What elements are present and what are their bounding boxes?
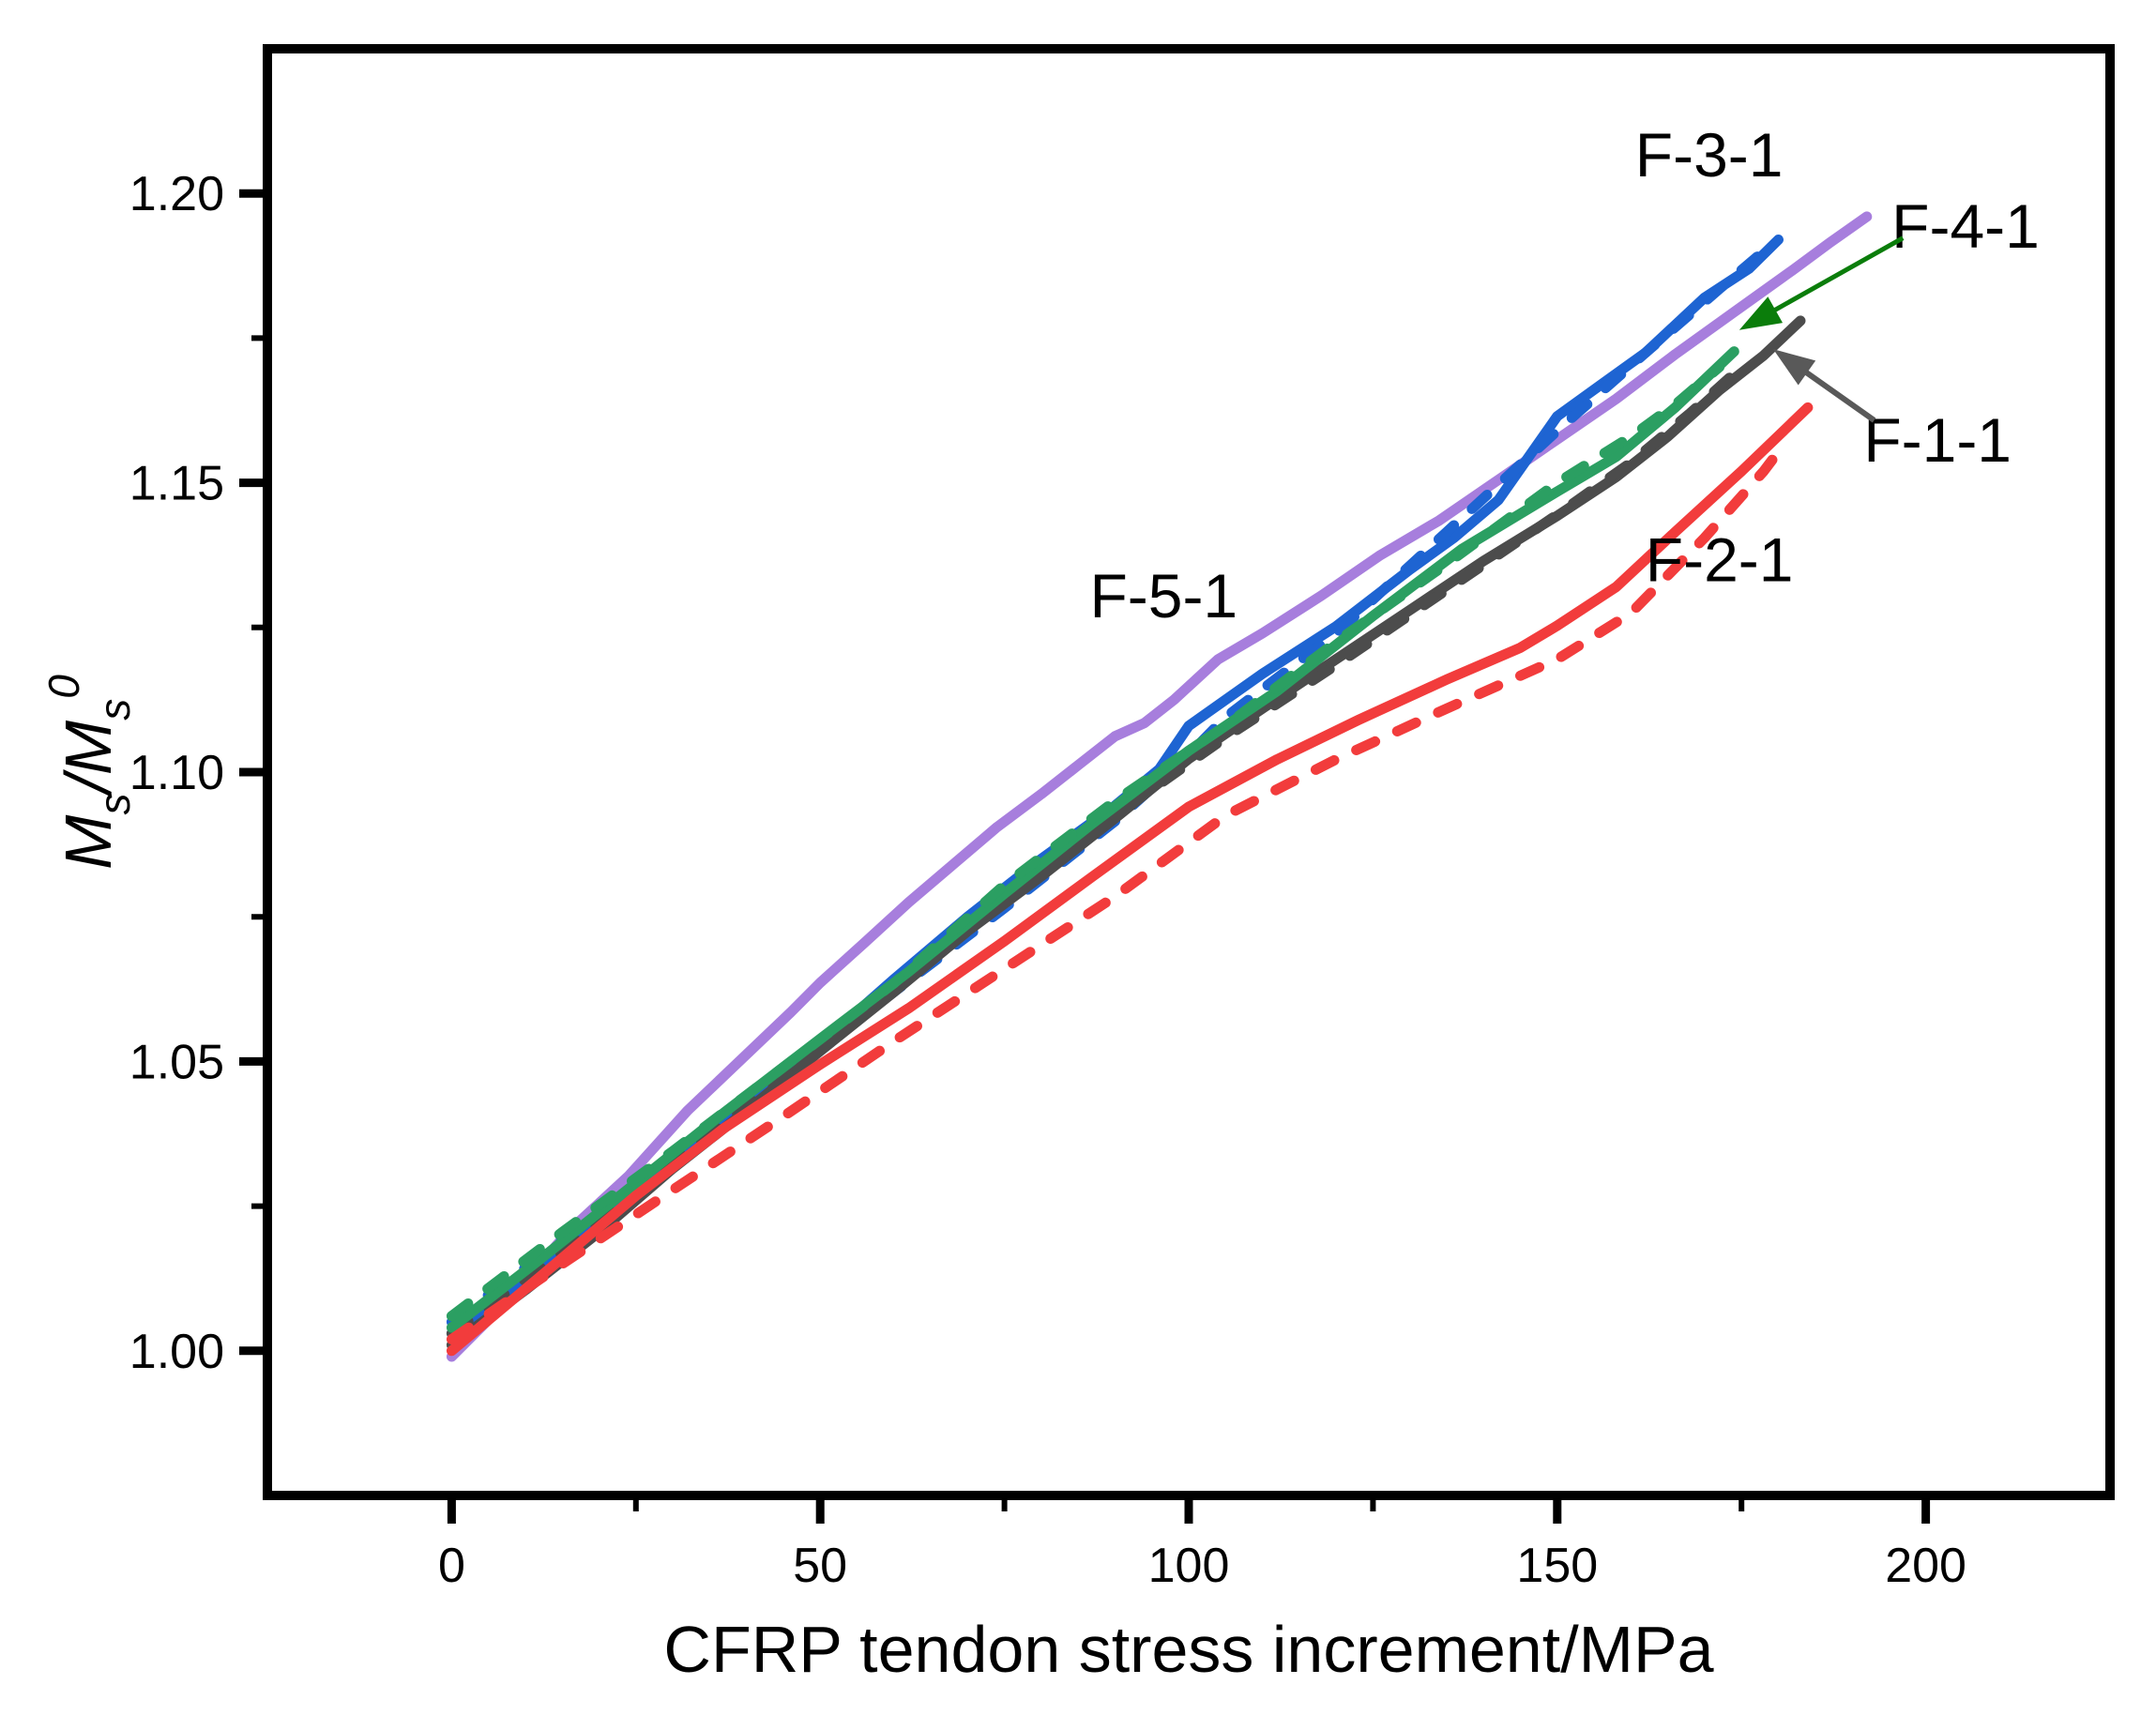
y-axis-tick-label: 1.15 xyxy=(129,457,224,511)
annotation-arrow-line-F-1-1 xyxy=(1800,367,1876,423)
annotation-arrow-line-F-4-1 xyxy=(1769,235,1905,315)
x-axis-tick-label: 0 xyxy=(438,1539,465,1593)
x-axis-tick-label: 200 xyxy=(1885,1539,1966,1593)
curve-label-F-3-1: F-3-1 xyxy=(1635,120,1784,190)
x-axis-tick-label: 150 xyxy=(1516,1539,1598,1593)
y-axis-title-part: s xyxy=(90,699,139,721)
series-line-F-1-1-calculated xyxy=(446,361,1747,1339)
y-axis-title-part: s xyxy=(90,794,139,815)
series-line-F-2-1-calculated xyxy=(446,436,1791,1344)
y-axis-tick-label: 1.20 xyxy=(129,167,224,221)
y-axis-title-part: 0 xyxy=(39,675,88,699)
y-axis-tick-label: 1.05 xyxy=(129,1035,224,1089)
x-axis-tick-label: 50 xyxy=(793,1539,847,1593)
axis-titles-group: CFRP tendon stress increment/MPa Ms/Ms0 xyxy=(39,675,1714,1686)
y-axis-title-part: M xyxy=(52,720,125,775)
annotation-arrowhead-F-1-1 xyxy=(1772,349,1816,386)
annotations-group: F-3-1 F-4-1 F-1-1 F-2-1 F-5-1 xyxy=(1089,120,2039,630)
tick-labels-group: 0 50 100 150 200 1.00 1.05 1.10 1.15 1.20 xyxy=(129,167,1966,1593)
series-group xyxy=(446,211,1873,1362)
curve-label-F-1-1: F-1-1 xyxy=(1863,405,2012,475)
series-line-F-1-1-test xyxy=(446,315,1806,1351)
series-line-F-4-1-calculated xyxy=(446,361,1725,1322)
y-axis-tick-label: 1.10 xyxy=(129,746,224,800)
curve-label-F-5-1: F-5-1 xyxy=(1089,561,1237,630)
curve-label-F-2-1: F-2-1 xyxy=(1646,524,1794,594)
curve-label-F-4-1: F-4-1 xyxy=(1891,191,2040,261)
y-axis-title-part: M xyxy=(52,814,125,870)
annotation-arrowhead-F-4-1 xyxy=(1738,296,1784,330)
y-axis-title: Ms/Ms0 xyxy=(39,675,139,870)
x-axis-tick-label: 100 xyxy=(1148,1539,1230,1593)
x-axis-title: CFRP tendon stress increment/MPa xyxy=(663,1613,1713,1686)
series-line-F-2-1-test xyxy=(446,402,1814,1357)
series-line-F-5-1-test xyxy=(446,211,1873,1362)
axes-ticks-group xyxy=(239,189,1931,1524)
y-axis-tick-label: 1.00 xyxy=(129,1325,224,1379)
